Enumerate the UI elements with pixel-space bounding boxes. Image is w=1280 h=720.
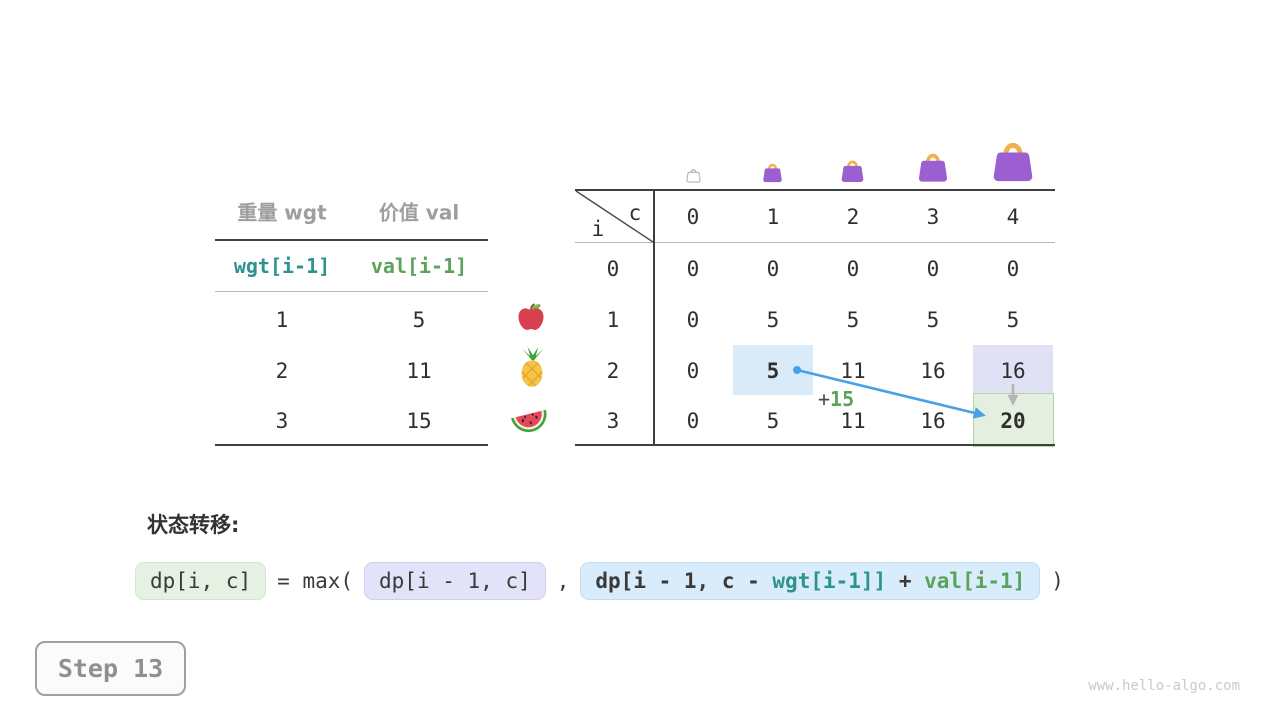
dp-cell-r3-c1: 5 — [766, 409, 780, 433]
items-table-subheader-rule — [215, 291, 488, 292]
formula-lhs-box: dp[i, c] — [135, 562, 267, 600]
dp-table-bottom-rule — [575, 444, 1055, 446]
dp-cell-r0-c4: 0 — [1006, 257, 1020, 281]
dp-cell-r3-c3: 16 — [920, 409, 946, 433]
watermark-url: www.hello-algo.com — [1088, 678, 1240, 694]
formula-close-paren: ) — [1051, 569, 1064, 593]
dp-cell-r3-c2: 11 — [840, 409, 866, 433]
dp-row-header-1: 1 — [606, 308, 620, 332]
dp-cell-r2-c4: 16 — [1000, 359, 1026, 383]
items-table-header-rule — [215, 239, 488, 241]
plus-sign: + — [818, 387, 831, 411]
dp-cell-r0-c3: 0 — [926, 257, 940, 281]
step-badge-label: Step 13 — [57, 654, 164, 683]
dp-col-header-3: 3 — [926, 205, 940, 229]
items-formula-wgt: wgt[i-1] — [233, 254, 331, 278]
dp-corner-row-var: i — [591, 217, 605, 241]
dp-cell-r0-c0: 0 — [686, 257, 700, 281]
formula-arg2-box: dp[i - 1, c - wgt[i-1]] + val[i-1] — [580, 562, 1041, 600]
item-3-value: 15 — [406, 409, 432, 433]
formula-arg1-box: dp[i - 1, c] — [364, 562, 546, 600]
arg2-prefix: dp[i - 1, c - — [595, 569, 773, 593]
arg2-wgt-term: wgt[i-1]] — [772, 569, 887, 593]
bag-capacity-3-icon — [917, 148, 949, 183]
pineapple-icon — [515, 346, 549, 388]
dp-cell-r3-c0: 0 — [686, 409, 700, 433]
watermelon-icon — [509, 402, 549, 436]
dp-cell-r2-c2: 11 — [840, 359, 866, 383]
item-3-weight: 3 — [275, 409, 289, 433]
dp-col-header-4: 4 — [1006, 205, 1020, 229]
items-formula-val: val[i-1] — [370, 254, 468, 278]
step-badge: Step 13 — [35, 641, 186, 696]
items-table-bottom-rule — [215, 444, 488, 446]
state-transition-title: 状态转移: — [147, 513, 240, 537]
arg2-plus: + — [886, 569, 925, 593]
item-2-value: 11 — [406, 359, 432, 383]
item-1-weight: 1 — [275, 308, 289, 332]
dp-table-vertical-rule — [653, 189, 655, 446]
dp-cell-r1-c1: 5 — [766, 308, 780, 332]
dp-col-header-0: 0 — [686, 205, 700, 229]
bag-capacity-4-icon — [991, 135, 1035, 183]
dp-row-header-0: 0 — [606, 257, 620, 281]
transition-add-label: +15 — [818, 387, 854, 411]
formula-comma: , — [556, 569, 570, 593]
bag-capacity-0-icon — [686, 166, 701, 183]
bag-capacity-1-icon — [762, 160, 783, 183]
dp-cell-r1-c4: 5 — [1006, 308, 1020, 332]
dp-corner-diagonal — [575, 190, 654, 243]
arg2-val-term: val[i-1] — [924, 569, 1026, 593]
dp-table-top-rule — [575, 189, 1055, 191]
item-2-weight: 2 — [275, 359, 289, 383]
items-header-value: 价值 val — [378, 200, 460, 225]
dp-row-header-2: 2 — [606, 359, 620, 383]
dp-table-header-rule — [575, 242, 1055, 243]
formula-operator: = max( — [277, 569, 354, 593]
items-header-weight: 重量 wgt — [237, 200, 327, 225]
dp-cell-r1-c2: 5 — [846, 308, 860, 332]
added-value: 15 — [830, 387, 855, 411]
dp-corner-col-var: c — [628, 201, 642, 225]
dp-cell-r2-c1: 5 — [766, 359, 780, 383]
dp-cell-r1-c3: 5 — [926, 308, 940, 332]
dp-row-header-3: 3 — [606, 409, 620, 433]
dp-cell-r1-c0: 0 — [686, 308, 700, 332]
dp-cell-r0-c2: 0 — [846, 257, 860, 281]
dp-col-header-2: 2 — [846, 205, 860, 229]
bag-capacity-2-icon — [840, 156, 865, 183]
item-1-value: 5 — [412, 308, 426, 332]
dp-cell-r0-c1: 0 — [766, 257, 780, 281]
dp-col-header-1: 1 — [766, 205, 780, 229]
dp-cell-r2-c3: 16 — [920, 359, 946, 383]
dp-cell-r3-c4: 20 — [1000, 409, 1026, 433]
dp-cell-r2-c0: 0 — [686, 359, 700, 383]
apple-icon — [516, 301, 546, 333]
state-transition-formula: dp[i, c] = max( dp[i - 1, c] , dp[i - 1,… — [135, 562, 1064, 600]
